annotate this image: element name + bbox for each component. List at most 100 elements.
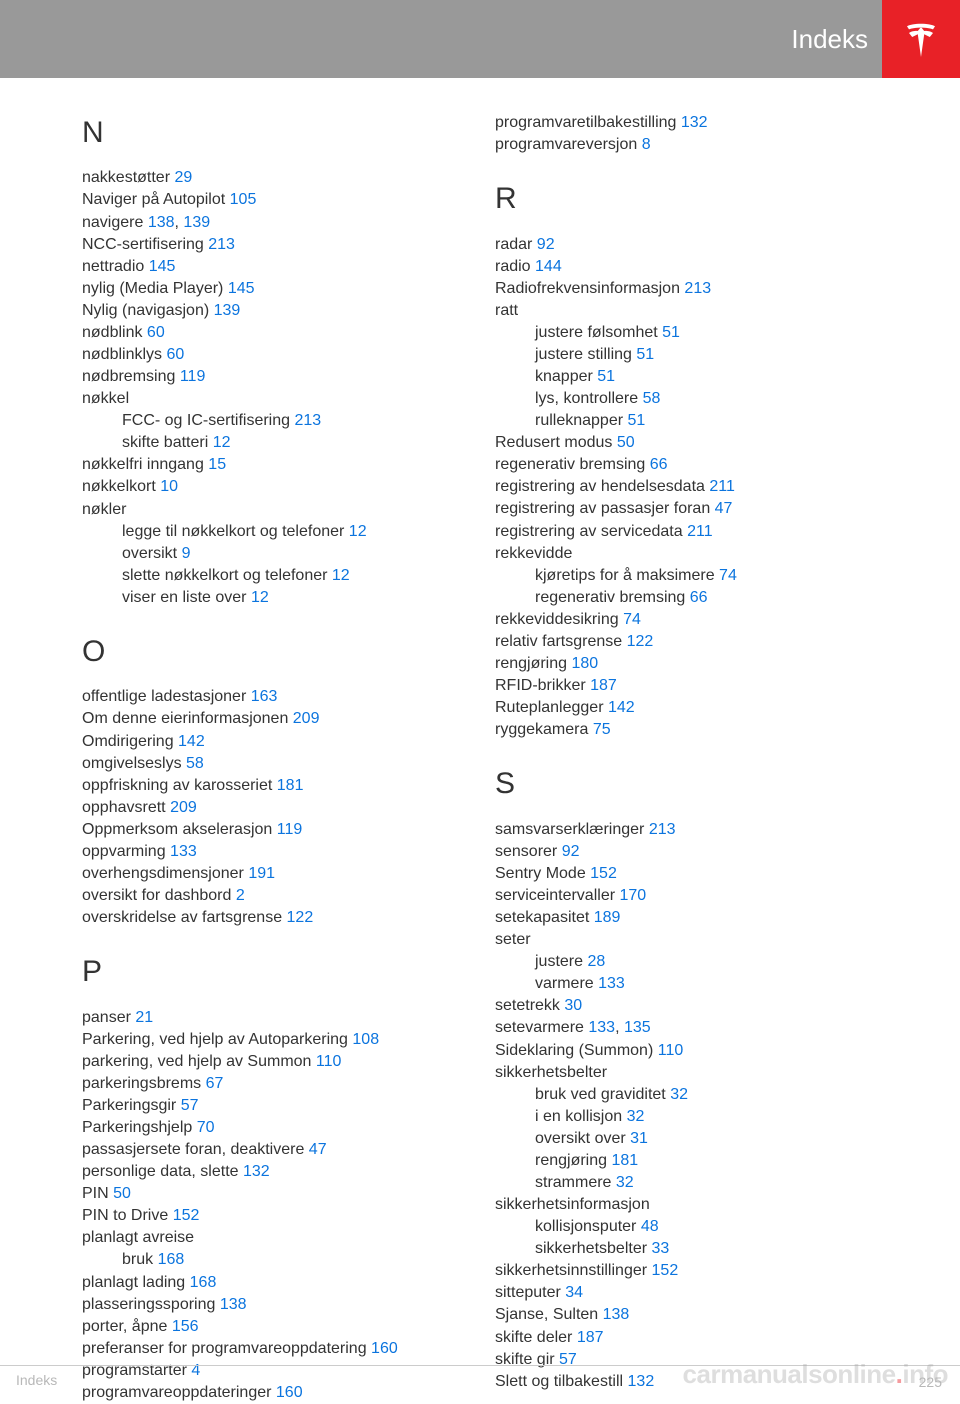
page-link[interactable]: 187 <box>590 677 617 694</box>
index-entry: nøkkelkort 10 <box>82 476 477 498</box>
page-link[interactable]: 47 <box>715 500 733 517</box>
page-link[interactable]: 12 <box>213 434 231 451</box>
page-link[interactable]: 213 <box>208 236 235 253</box>
page-link[interactable]: 9 <box>182 545 191 562</box>
page-link[interactable]: 108 <box>352 1031 379 1048</box>
page-link[interactable]: 133 <box>588 1019 615 1036</box>
page-link[interactable]: 33 <box>652 1240 670 1257</box>
page-link[interactable]: 50 <box>113 1185 131 1202</box>
page-link[interactable]: 213 <box>294 412 321 429</box>
page-link[interactable]: 138 <box>603 1306 630 1323</box>
index-entry: programvareversjon 8 <box>495 134 890 156</box>
page-link[interactable]: 187 <box>577 1329 604 1346</box>
page-link[interactable]: 142 <box>178 733 205 750</box>
page-link[interactable]: 209 <box>170 799 197 816</box>
page-link[interactable]: 67 <box>206 1075 224 1092</box>
page-link[interactable]: 168 <box>190 1274 217 1291</box>
index-entry: Ruteplanlegger 142 <box>495 697 890 719</box>
page-link[interactable]: 34 <box>565 1284 583 1301</box>
page-link[interactable]: 21 <box>135 1009 153 1026</box>
page-link[interactable]: 110 <box>316 1053 342 1070</box>
index-entry: strammere 32 <box>495 1172 890 1194</box>
page-link[interactable]: 15 <box>208 456 226 473</box>
page-link[interactable]: 31 <box>630 1130 648 1147</box>
page-link[interactable]: 152 <box>590 865 617 882</box>
page-link[interactable]: 110 <box>658 1042 684 1059</box>
page-link[interactable]: 180 <box>571 655 598 672</box>
page-link[interactable]: 160 <box>371 1340 398 1357</box>
page-link[interactable]: 51 <box>628 412 646 429</box>
page-link[interactable]: 152 <box>652 1262 679 1279</box>
page-link[interactable]: 48 <box>641 1218 659 1235</box>
page-link[interactable]: 163 <box>251 688 278 705</box>
page-link[interactable]: 138 <box>220 1296 247 1313</box>
page-link[interactable]: 10 <box>160 478 178 495</box>
index-entry: sikkerhetsinnstillinger 152 <box>495 1260 890 1282</box>
page-link[interactable]: 213 <box>684 280 711 297</box>
entry-text: RFID-brikker <box>495 677 590 694</box>
page-link[interactable]: 51 <box>636 346 654 363</box>
page-link[interactable]: 92 <box>562 843 580 860</box>
page-link[interactable]: 32 <box>616 1174 634 1191</box>
page-link[interactable]: 211 <box>687 523 713 540</box>
entry-text: porter, åpne <box>82 1318 172 1335</box>
page-link[interactable]: 66 <box>650 456 668 473</box>
page-link[interactable]: 60 <box>166 346 184 363</box>
page-link[interactable]: 2 <box>236 887 245 904</box>
page-link[interactable]: 60 <box>147 324 165 341</box>
page-link[interactable]: 92 <box>537 236 555 253</box>
page-link[interactable]: 144 <box>535 258 562 275</box>
page-link[interactable]: 142 <box>608 699 635 716</box>
page-link[interactable]: 213 <box>649 821 676 838</box>
page-link[interactable]: 32 <box>670 1086 688 1103</box>
page-link[interactable]: 122 <box>287 909 314 926</box>
page-link[interactable]: 32 <box>627 1108 645 1125</box>
page-link[interactable]: 66 <box>690 589 708 606</box>
page-link[interactable]: 191 <box>248 865 275 882</box>
entry-text: oppvarming <box>82 843 170 860</box>
page-link[interactable]: 74 <box>719 567 737 584</box>
page-link[interactable]: 8 <box>642 136 651 153</box>
page-link[interactable]: 70 <box>197 1119 215 1136</box>
page-link[interactable]: 138 <box>148 214 175 231</box>
page-link[interactable]: 170 <box>619 887 646 904</box>
page-link[interactable]: 132 <box>243 1163 270 1180</box>
page-link[interactable]: 12 <box>349 523 367 540</box>
page-link[interactable]: 139 <box>183 214 210 231</box>
page-link[interactable]: 133 <box>598 975 625 992</box>
page-link[interactable]: 105 <box>230 191 257 208</box>
page-link[interactable]: 139 <box>214 302 241 319</box>
page-link[interactable]: 181 <box>611 1152 638 1169</box>
page-link[interactable]: 51 <box>662 324 680 341</box>
page-link[interactable]: 145 <box>149 258 176 275</box>
page-link[interactable]: 58 <box>643 390 661 407</box>
page-link[interactable]: 122 <box>627 633 654 650</box>
page-link[interactable]: 132 <box>681 114 708 131</box>
page-link[interactable]: 12 <box>332 567 350 584</box>
page-link[interactable]: 50 <box>617 434 635 451</box>
page-link[interactable]: 156 <box>172 1318 199 1335</box>
page-link[interactable]: 51 <box>597 368 615 385</box>
page-link[interactable]: 209 <box>293 710 320 727</box>
page-link[interactable]: 29 <box>174 169 192 186</box>
page-link[interactable]: 58 <box>186 755 204 772</box>
page-link[interactable]: 181 <box>277 777 304 794</box>
page-link[interactable]: 75 <box>593 721 611 738</box>
page-link[interactable]: 28 <box>587 953 605 970</box>
page-link[interactable]: 119 <box>180 368 206 385</box>
page-link[interactable]: 211 <box>709 478 735 495</box>
page-link[interactable]: 133 <box>170 843 197 860</box>
page-link[interactable]: 152 <box>173 1207 200 1224</box>
page-link[interactable]: 135 <box>624 1019 651 1036</box>
page-link[interactable]: 119 <box>277 821 303 838</box>
page-link[interactable]: 47 <box>309 1141 327 1158</box>
page-link[interactable]: 30 <box>564 997 582 1014</box>
entry-text: lys, kontrollere <box>535 390 643 407</box>
page-link[interactable]: 145 <box>228 280 255 297</box>
page-link[interactable]: 168 <box>158 1251 185 1268</box>
page-link[interactable]: 189 <box>594 909 621 926</box>
page-link[interactable]: 74 <box>623 611 641 628</box>
page-link[interactable]: 57 <box>181 1097 199 1114</box>
page-link[interactable]: 12 <box>251 589 269 606</box>
entry-text: i en kollisjon <box>535 1108 627 1125</box>
